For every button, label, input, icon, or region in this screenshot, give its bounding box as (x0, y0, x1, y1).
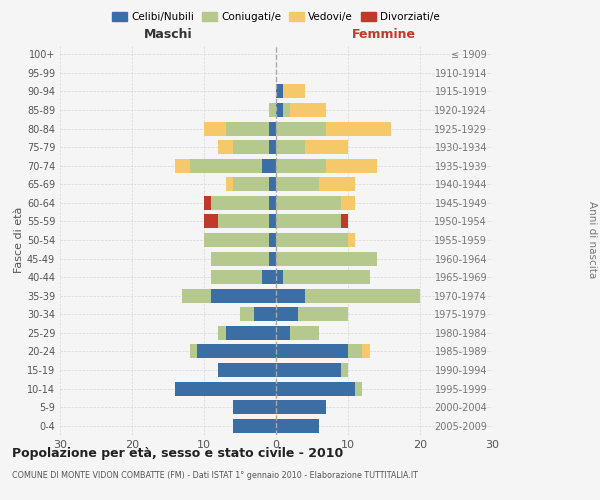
Bar (355, 382, 362, 396)
Text: Popolazione per età, sesso e stato civile - 2010: Popolazione per età, sesso e stato civil… (12, 448, 343, 460)
Bar (276, 252, 377, 266)
Bar (283, 270, 370, 284)
Bar (211, 196, 269, 210)
Bar (218, 214, 269, 228)
Bar (290, 103, 326, 117)
Bar (326, 159, 377, 172)
Bar (276, 419, 319, 432)
Bar (276, 363, 341, 377)
Bar (276, 103, 283, 117)
Bar (269, 252, 276, 266)
Bar (175, 159, 190, 172)
Text: Maschi: Maschi (143, 28, 193, 42)
Bar (276, 344, 348, 358)
Bar (341, 214, 348, 228)
Text: Femmine: Femmine (352, 28, 416, 42)
Bar (276, 122, 326, 136)
Bar (276, 289, 305, 302)
Legend: Celibi/Nubili, Coniugati/e, Vedovi/e, Divorziati/e: Celibi/Nubili, Coniugati/e, Vedovi/e, Di… (108, 8, 444, 26)
Bar (276, 214, 341, 228)
Bar (218, 140, 233, 154)
Bar (276, 270, 283, 284)
Bar (276, 382, 355, 396)
Bar (276, 308, 298, 322)
Bar (211, 252, 269, 266)
Bar (269, 233, 276, 247)
Bar (305, 140, 348, 154)
Bar (204, 196, 211, 210)
Bar (226, 178, 233, 191)
Bar (269, 178, 276, 191)
Bar (326, 122, 391, 136)
Bar (305, 289, 420, 302)
Bar (226, 122, 269, 136)
Bar (348, 233, 355, 247)
Bar (341, 363, 348, 377)
Bar (276, 233, 348, 247)
Bar (233, 178, 269, 191)
Bar (319, 178, 355, 191)
Bar (204, 214, 218, 228)
Bar (269, 214, 276, 228)
Bar (269, 140, 276, 154)
Bar (262, 159, 276, 172)
Bar (211, 270, 262, 284)
Bar (341, 196, 355, 210)
Bar (240, 308, 254, 322)
Bar (283, 84, 305, 98)
Bar (226, 326, 276, 340)
Bar (298, 308, 348, 322)
Bar (218, 363, 276, 377)
Bar (269, 122, 276, 136)
Bar (269, 103, 276, 117)
Bar (211, 289, 276, 302)
Bar (190, 159, 262, 172)
Bar (276, 196, 341, 210)
Text: COMUNE DI MONTE VIDON COMBATTE (FM) - Dati ISTAT 1° gennaio 2010 - Elaborazione : COMUNE DI MONTE VIDON COMBATTE (FM) - Da… (12, 470, 418, 480)
Bar (197, 344, 276, 358)
Bar (276, 326, 290, 340)
Bar (254, 308, 276, 322)
Bar (276, 178, 319, 191)
Bar (276, 84, 283, 98)
Bar (283, 103, 290, 117)
Y-axis label: Fasce di età: Fasce di età (14, 207, 24, 273)
Bar (218, 326, 226, 340)
Bar (204, 233, 269, 247)
Bar (348, 344, 362, 358)
Bar (276, 140, 305, 154)
Bar (262, 270, 276, 284)
Bar (233, 419, 276, 432)
Bar (182, 289, 211, 302)
Bar (175, 382, 276, 396)
Bar (233, 400, 276, 414)
Bar (290, 326, 319, 340)
Bar (362, 344, 370, 358)
Bar (276, 159, 326, 172)
Bar (269, 196, 276, 210)
Text: Anni di nascita: Anni di nascita (587, 202, 597, 278)
Bar (204, 122, 226, 136)
Bar (276, 400, 326, 414)
Bar (233, 140, 269, 154)
Bar (190, 344, 197, 358)
